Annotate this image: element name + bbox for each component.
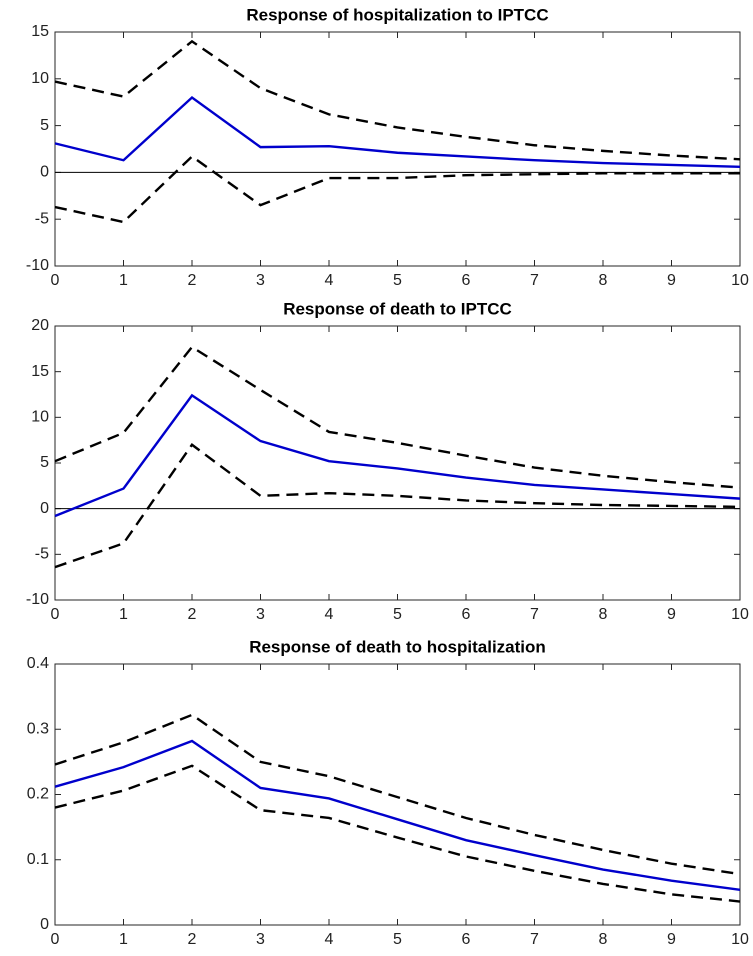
series-line: [54, 713, 741, 876]
series-line: [54, 39, 741, 161]
x-tick-label: 5: [393, 931, 402, 948]
x-tick-label: 8: [599, 272, 608, 289]
x-tick-label: 9: [667, 606, 676, 623]
series-line: [54, 154, 740, 224]
x-tick-label: 10: [731, 272, 749, 289]
x-tick-label: 7: [530, 606, 539, 623]
x-tick-label: 5: [393, 272, 402, 289]
series-line: [54, 393, 741, 518]
plot-area: [54, 663, 741, 926]
x-tick-label: 1: [119, 931, 128, 948]
chart-title: Response of death to hospitalization: [249, 637, 546, 656]
y-tick-label: 0.2: [27, 786, 49, 803]
y-tick-label: 5: [40, 117, 49, 134]
x-tick-label: 4: [325, 931, 334, 948]
chart-title: Response of hospitalization to IPTCC: [246, 5, 548, 24]
y-tick-label: -5: [35, 546, 49, 563]
x-tick-label: 2: [188, 272, 197, 289]
x-tick-label: 3: [256, 272, 265, 289]
y-tick-label: 0: [40, 500, 49, 517]
y-tick-label: -10: [26, 591, 49, 608]
x-tick-label: 2: [188, 606, 197, 623]
x-tick-label: 7: [530, 931, 539, 948]
x-tick-label: 7: [530, 272, 539, 289]
x-tick-label: 1: [119, 272, 128, 289]
x-tick-label: 10: [731, 606, 749, 623]
x-tick-label: 6: [462, 606, 471, 623]
y-tick-label: 0.1: [27, 851, 49, 868]
y-tick-label: 10: [31, 409, 49, 426]
x-tick-label: 9: [667, 931, 676, 948]
y-tick-label: 0.3: [27, 720, 49, 737]
series-line: [54, 764, 741, 903]
x-tick-label: 0: [51, 272, 60, 289]
x-tick-label: 6: [462, 931, 471, 948]
y-tick-label: -5: [35, 210, 49, 227]
chart-title: Response of death to IPTCC: [283, 299, 512, 318]
x-tick-label: 10: [731, 931, 749, 948]
y-tick-label: 0: [40, 164, 49, 181]
y-tick-label: 5: [40, 454, 49, 471]
x-tick-label: 4: [325, 272, 334, 289]
x-tick-label: 1: [119, 606, 128, 623]
y-tick-label: -10: [26, 257, 49, 274]
x-tick-label: 9: [667, 272, 676, 289]
y-tick-label: 0.4: [27, 655, 49, 672]
x-tick-label: 3: [256, 931, 265, 948]
y-tick-label: 20: [31, 317, 49, 334]
x-tick-label: 3: [256, 606, 265, 623]
series-line: [54, 95, 741, 168]
y-tick-label: 0: [40, 916, 49, 933]
x-tick-label: 5: [393, 606, 402, 623]
y-tick-label: 10: [31, 70, 49, 87]
series-line: [54, 443, 741, 569]
x-tick-label: 6: [462, 272, 471, 289]
x-tick-label: 4: [325, 606, 334, 623]
x-tick-label: 8: [599, 931, 608, 948]
y-tick-label: 15: [31, 363, 49, 380]
x-tick-label: 0: [51, 606, 60, 623]
x-tick-label: 0: [51, 931, 60, 948]
plot-area: [54, 31, 741, 267]
x-tick-label: 2: [188, 931, 197, 948]
y-tick-label: 15: [31, 23, 49, 40]
plot-area: [54, 325, 741, 601]
series-line: [54, 739, 741, 891]
x-tick-label: 8: [599, 606, 608, 623]
